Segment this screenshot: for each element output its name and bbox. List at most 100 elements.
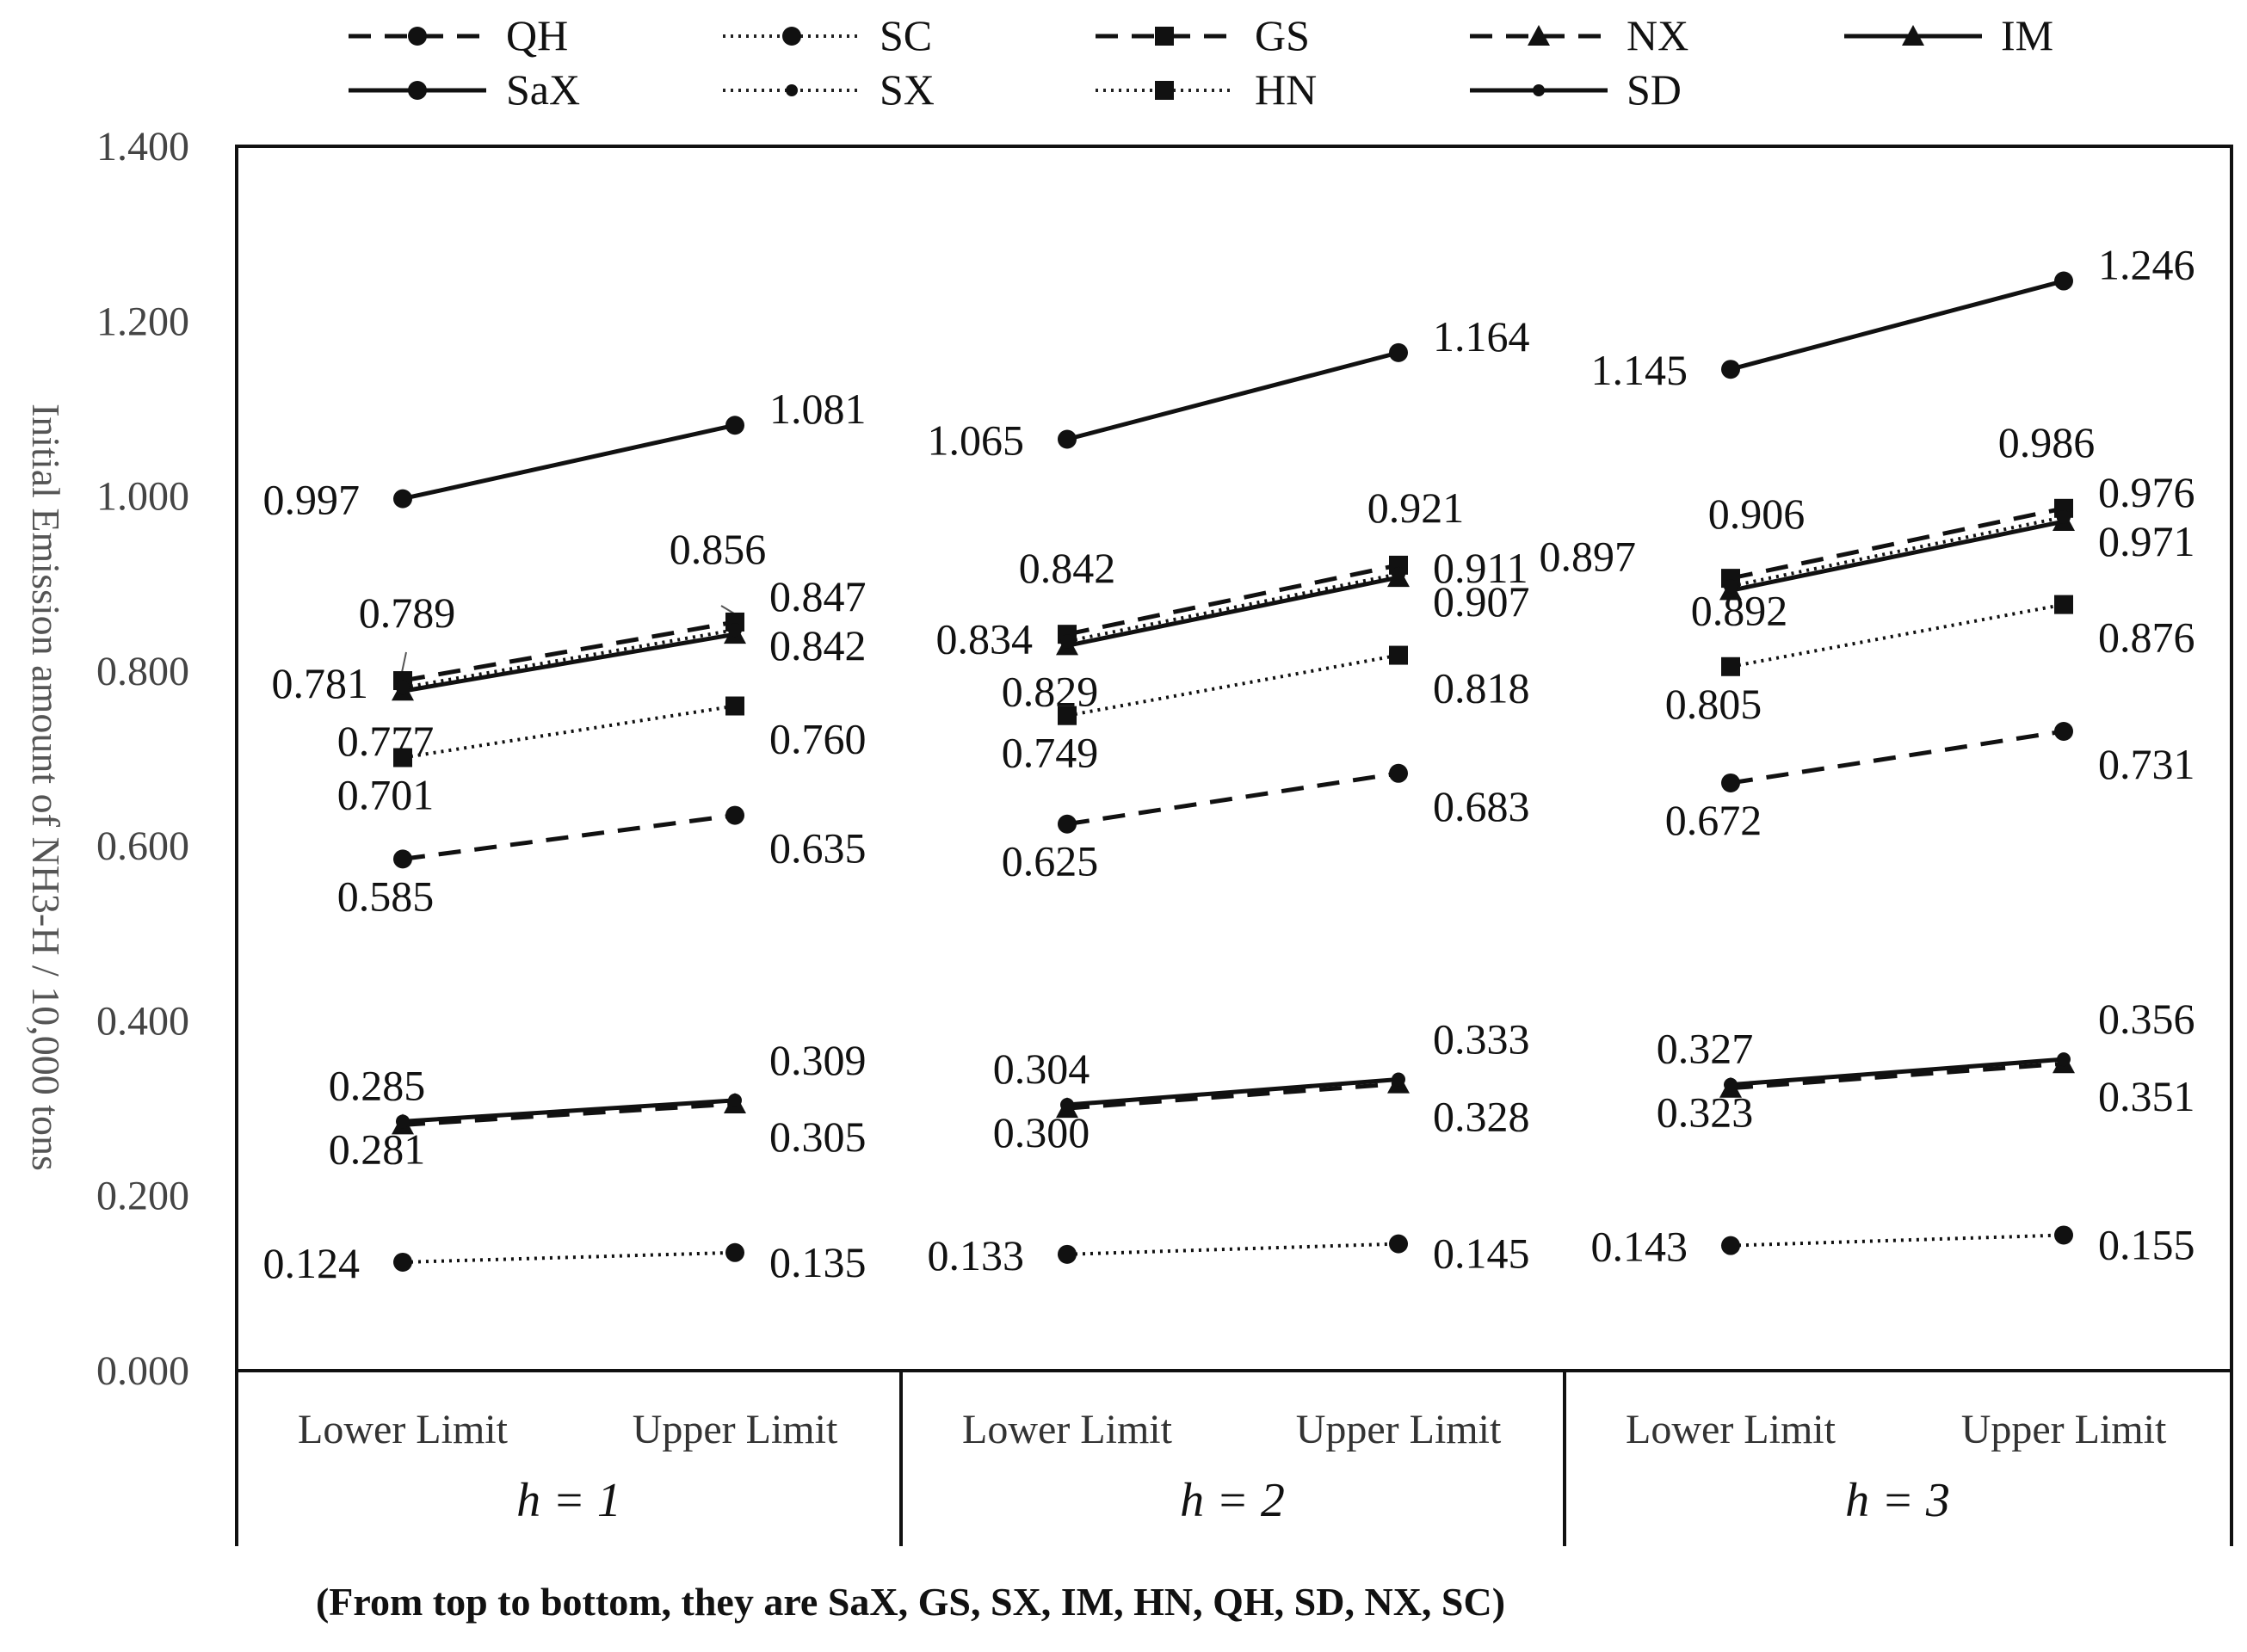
series-order-note: (From top to bottom, they are SaX, GS, S… xyxy=(316,1580,1505,1624)
data-label: 0.281 xyxy=(329,1125,426,1173)
data-label: 0.333 xyxy=(1433,1015,1530,1063)
series-line xyxy=(402,422,736,502)
data-label: 0.145 xyxy=(1433,1230,1530,1278)
data-label: 0.897 xyxy=(1540,532,1637,580)
series-nx: 0.281 0.305 0.300 0.328 0.323 0.351 xyxy=(329,1052,2195,1173)
series-line xyxy=(402,704,736,760)
series-line xyxy=(1066,653,1399,718)
data-label: 0.892 xyxy=(1691,586,1788,634)
series-line xyxy=(1730,1057,2065,1088)
data-point xyxy=(393,748,412,767)
y-tick-label: 0.800 xyxy=(96,649,189,694)
data-label: 0.731 xyxy=(2098,740,2195,788)
series-line xyxy=(402,628,736,690)
data-label: 0.789 xyxy=(359,589,456,637)
x-tick-label: Upper Limit xyxy=(1296,1407,1502,1452)
series-line xyxy=(402,620,736,683)
x-tick-label: Lower Limit xyxy=(962,1407,1173,1452)
data-point xyxy=(1721,1236,1740,1255)
y-ticks: 0.000 0.200 0.400 0.600 0.800 1.000 1.20… xyxy=(96,124,189,1394)
data-label: 0.304 xyxy=(993,1045,1090,1093)
y-tick-label: 1.200 xyxy=(96,299,189,344)
y-tick-label: 1.400 xyxy=(96,124,189,170)
series-sx: 0.781 0.847 0.834 0.911 0.897 0.976 xyxy=(272,468,2195,707)
data-point xyxy=(725,805,744,825)
legend-item-sax: SaX xyxy=(349,65,580,114)
data-point xyxy=(1058,429,1077,449)
x-tick-label: Upper Limit xyxy=(633,1407,838,1452)
data-label: 0.305 xyxy=(769,1113,867,1161)
y-tick-label: 0.200 xyxy=(96,1174,189,1219)
data-label: 0.907 xyxy=(1433,577,1530,626)
series-line xyxy=(1066,563,1399,637)
data-label: 0.323 xyxy=(1657,1088,1754,1137)
data-label: 0.285 xyxy=(329,1061,426,1109)
data-label: 0.300 xyxy=(993,1108,1090,1156)
data-label: 0.906 xyxy=(1708,490,1806,538)
data-label: 0.351 xyxy=(2098,1072,2195,1120)
series-line xyxy=(402,1098,736,1124)
legend-item-qh: QH xyxy=(349,11,568,59)
data-label: 0.997 xyxy=(263,476,361,524)
data-point xyxy=(1392,1072,1405,1087)
data-label: 0.328 xyxy=(1433,1093,1530,1141)
series-line xyxy=(1066,575,1399,648)
data-point xyxy=(728,623,742,638)
series-line xyxy=(402,632,736,693)
series-line xyxy=(1730,1061,2065,1091)
data-label: 0.749 xyxy=(1002,729,1099,777)
series-line xyxy=(1730,515,2065,589)
series-line xyxy=(1730,602,2065,669)
data-point xyxy=(1060,634,1074,649)
data-point xyxy=(728,1093,742,1107)
series-line xyxy=(1066,1077,1399,1107)
series-line xyxy=(1066,1242,1399,1256)
data-point xyxy=(393,489,412,509)
data-label: 0.805 xyxy=(1665,680,1762,728)
data-point xyxy=(2054,595,2073,614)
data-label: 0.155 xyxy=(2098,1220,2195,1268)
series-hn: 0.701 0.760 0.749 0.818 0.805 0.876 xyxy=(337,595,2195,818)
y-tick-label: 0.400 xyxy=(96,998,189,1044)
series-layer: 0.585 0.635 0.625 0.683 0.672 0.731 0.124 0.135… xyxy=(263,241,2195,1287)
legend-item-nx: NX xyxy=(1470,11,1688,59)
legend-label: HN xyxy=(1255,65,1317,114)
legend-label: SX xyxy=(880,65,935,114)
data-label: 0.133 xyxy=(928,1231,1025,1279)
legend-item-sx: SX xyxy=(723,65,935,114)
data-point xyxy=(1389,1234,1408,1254)
data-label: 0.986 xyxy=(1998,418,2096,466)
series-line xyxy=(1066,350,1399,441)
series-sd: 0.285 0.309 0.304 0.333 0.327 0.356 xyxy=(329,995,2195,1129)
data-point xyxy=(1060,1098,1074,1113)
data-point xyxy=(2054,721,2073,741)
series-line xyxy=(1730,279,2065,372)
data-point xyxy=(1724,1077,1738,1092)
data-label: 0.701 xyxy=(337,770,435,818)
data-label: 0.124 xyxy=(263,1239,361,1287)
series-line xyxy=(402,1101,736,1127)
data-label: 0.911 xyxy=(1433,544,1528,592)
series-line xyxy=(1066,1082,1399,1111)
y-tick-label: 1.000 xyxy=(96,474,189,520)
data-point xyxy=(725,696,744,716)
legend-label: SaX xyxy=(506,65,580,114)
data-point xyxy=(1724,579,1738,594)
data-point xyxy=(393,849,412,869)
x-tick-label: Lower Limit xyxy=(298,1407,509,1452)
data-label: 0.585 xyxy=(337,872,435,920)
data-label: 0.976 xyxy=(2098,468,2195,516)
data-point xyxy=(1389,645,1408,665)
data-label: 0.856 xyxy=(670,525,767,573)
data-label: 1.081 xyxy=(769,385,867,433)
series-line xyxy=(1730,519,2065,593)
series-sax: 0.997 1.081 1.065 1.164 1.145 1.246 xyxy=(263,241,2195,524)
data-label: 0.971 xyxy=(2098,517,2195,565)
data-label: 0.842 xyxy=(769,621,867,669)
data-label: 1.164 xyxy=(1433,312,1530,361)
data-label: 0.834 xyxy=(936,614,1034,663)
legend-label: SC xyxy=(880,11,932,59)
data-point xyxy=(1058,814,1077,834)
group-label: h = 3 xyxy=(1845,1474,1950,1527)
